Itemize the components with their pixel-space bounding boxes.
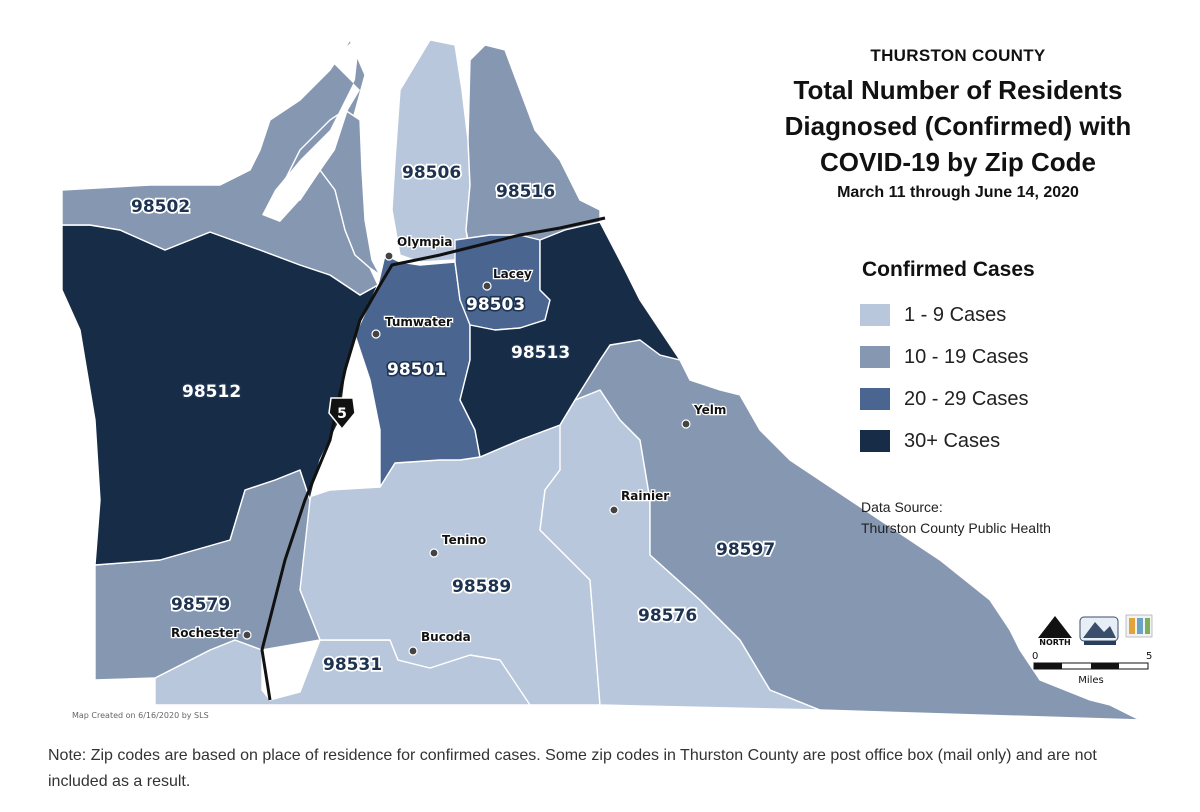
legend-swatch xyxy=(860,304,890,326)
city-bucoda: Bucoda xyxy=(421,630,471,644)
data-source-heading: Data Source: xyxy=(861,499,943,515)
tenino-dot xyxy=(429,548,439,558)
zone-98506 xyxy=(391,39,471,263)
north-label: NORTH xyxy=(1039,638,1070,647)
zip-label-98597: 98597 xyxy=(716,540,775,560)
zip-label-98531: 98531 xyxy=(323,655,382,675)
scale-bar: 0 5 Miles xyxy=(1032,651,1152,686)
legend-label: 20 - 29 Cases xyxy=(904,387,1029,410)
zip-label-98503: 98503 xyxy=(466,295,525,315)
legend-label: 30+ Cases xyxy=(904,429,1001,452)
city-rainier: Rainier xyxy=(621,489,669,503)
legend-label: 1 - 9 Cases xyxy=(904,303,1007,326)
map-title: Total Number of Residents Diagnosed (Con… xyxy=(748,72,1168,180)
city-olympia: Olympia xyxy=(397,235,452,249)
tumwater-dot xyxy=(371,329,381,339)
city-lacey: Lacey xyxy=(493,267,532,281)
city-yelm: Yelm xyxy=(693,403,726,417)
zip-label-98513: 98513 xyxy=(511,343,570,363)
scale-unit: Miles xyxy=(1078,675,1104,686)
zip-label-98589: 98589 xyxy=(452,577,511,597)
interstate-5-route xyxy=(260,216,606,701)
legend-item: 30+ Cases xyxy=(858,420,1035,462)
scale-max: 5 xyxy=(1146,651,1152,662)
scale-min: 0 xyxy=(1032,651,1038,662)
zip-label-98576: 98576 xyxy=(638,606,697,626)
legend-item: 20 - 29 Cases xyxy=(858,378,1035,420)
zip-label-98506: 98506 xyxy=(402,163,461,183)
legend-title: Confirmed Cases xyxy=(862,258,1035,281)
olympia-dot xyxy=(384,251,394,261)
county-map: 5 Olympia Lacey Tumwater Yelm Rainier Te… xyxy=(62,35,1153,721)
lacey-dot xyxy=(482,281,492,291)
legend-swatch xyxy=(860,388,890,410)
title-block: THURSTON COUNTY Total Number of Resident… xyxy=(748,46,1168,202)
legend-swatch xyxy=(860,430,890,452)
data-source: Data Source: Thurston County Public Heal… xyxy=(861,497,1051,539)
rainier-dot xyxy=(609,505,619,515)
legend-swatch xyxy=(860,346,890,368)
data-source-name: Thurston County Public Health xyxy=(861,520,1051,536)
zone-98503 xyxy=(454,234,551,331)
inlet-middle xyxy=(370,40,402,240)
county-name: THURSTON COUNTY xyxy=(870,46,1046,65)
date-range: March 11 through June 14, 2020 xyxy=(837,184,1079,201)
north-arrow-icon: NORTH xyxy=(1038,616,1072,647)
city-rochester: Rochester xyxy=(171,626,239,640)
map-title-line-3: COVID-19 by Zip Code xyxy=(820,147,1096,177)
legend-item: 1 - 9 Cases xyxy=(858,294,1035,336)
interstate-shield-number: 5 xyxy=(337,406,347,422)
city-tumwater: Tumwater xyxy=(385,315,452,329)
inlet-west xyxy=(262,35,360,222)
map-credit: Map Created on 6/16/2020 by SLS xyxy=(72,711,209,720)
zip-label-98501: 98501 xyxy=(387,360,446,380)
zip-label-98579: 98579 xyxy=(171,595,230,615)
zone-98516 xyxy=(465,44,601,251)
zone-98513 xyxy=(459,221,681,458)
interstate-shield: 5 xyxy=(328,397,356,431)
map-title-line-1: Total Number of Residents xyxy=(793,75,1123,105)
legend-label: 10 - 19 Cases xyxy=(904,345,1029,368)
map-title-line-2: Diagnosed (Confirmed) with xyxy=(784,111,1132,141)
footnote: Note: Zip codes are based on place of re… xyxy=(48,747,1097,790)
county-logo-icon xyxy=(1079,616,1119,645)
city-tenino: Tenino xyxy=(442,533,486,547)
department-logo-icon xyxy=(1125,614,1153,638)
yelm-dot xyxy=(681,419,691,429)
zip-label-98512: 98512 xyxy=(182,382,241,402)
zip-label-98502: 98502 xyxy=(131,197,190,217)
zone-98597 xyxy=(574,339,1141,721)
zip-label-98516: 98516 xyxy=(496,182,555,202)
rochester-dot xyxy=(242,630,252,640)
legend-item: 10 - 19 Cases xyxy=(858,336,1035,378)
bucoda-dot xyxy=(408,646,418,656)
legend: Confirmed Cases 1 - 9 Cases 10 - 19 Case… xyxy=(858,258,1035,462)
